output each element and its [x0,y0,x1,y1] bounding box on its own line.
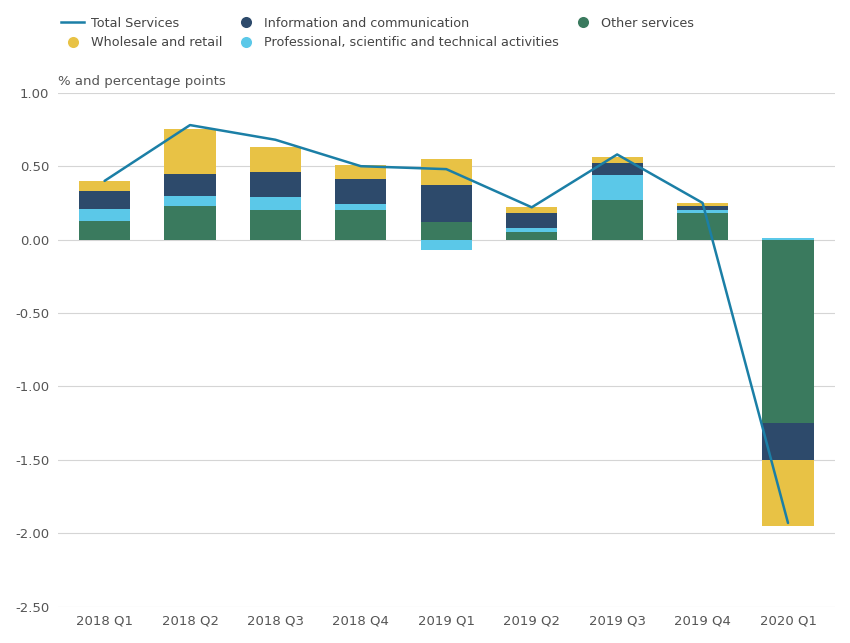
Bar [250,210,301,240]
Bar [164,206,216,240]
Bar [592,175,643,200]
Bar [592,163,643,175]
Bar [79,209,130,221]
Bar [762,238,813,240]
Bar [335,179,387,204]
Bar [250,147,301,172]
Bar [164,174,216,195]
Bar [762,423,813,460]
Bar [421,240,472,250]
Bar [250,172,301,197]
Text: % and percentage points: % and percentage points [58,75,225,87]
Bar [164,195,216,206]
Bar [762,240,813,423]
Bar [592,158,643,163]
Bar [335,204,387,210]
Bar [79,191,130,209]
Bar [677,210,728,213]
Bar [164,129,216,174]
Bar [592,200,643,240]
Bar [677,206,728,210]
Bar [677,203,728,206]
Bar [335,165,387,179]
Bar [421,159,472,185]
Legend: Total Services, Wholesale and retail, Information and communication, Professiona: Total Services, Wholesale and retail, In… [56,12,700,55]
Bar [506,228,558,232]
Bar [421,185,472,222]
Bar [677,213,728,240]
Bar [506,232,558,240]
Bar [335,210,387,240]
Bar [421,222,472,240]
Bar [762,460,813,526]
Bar [79,221,130,240]
Bar [250,197,301,210]
Bar [79,181,130,191]
Bar [506,213,558,228]
Bar [506,207,558,213]
